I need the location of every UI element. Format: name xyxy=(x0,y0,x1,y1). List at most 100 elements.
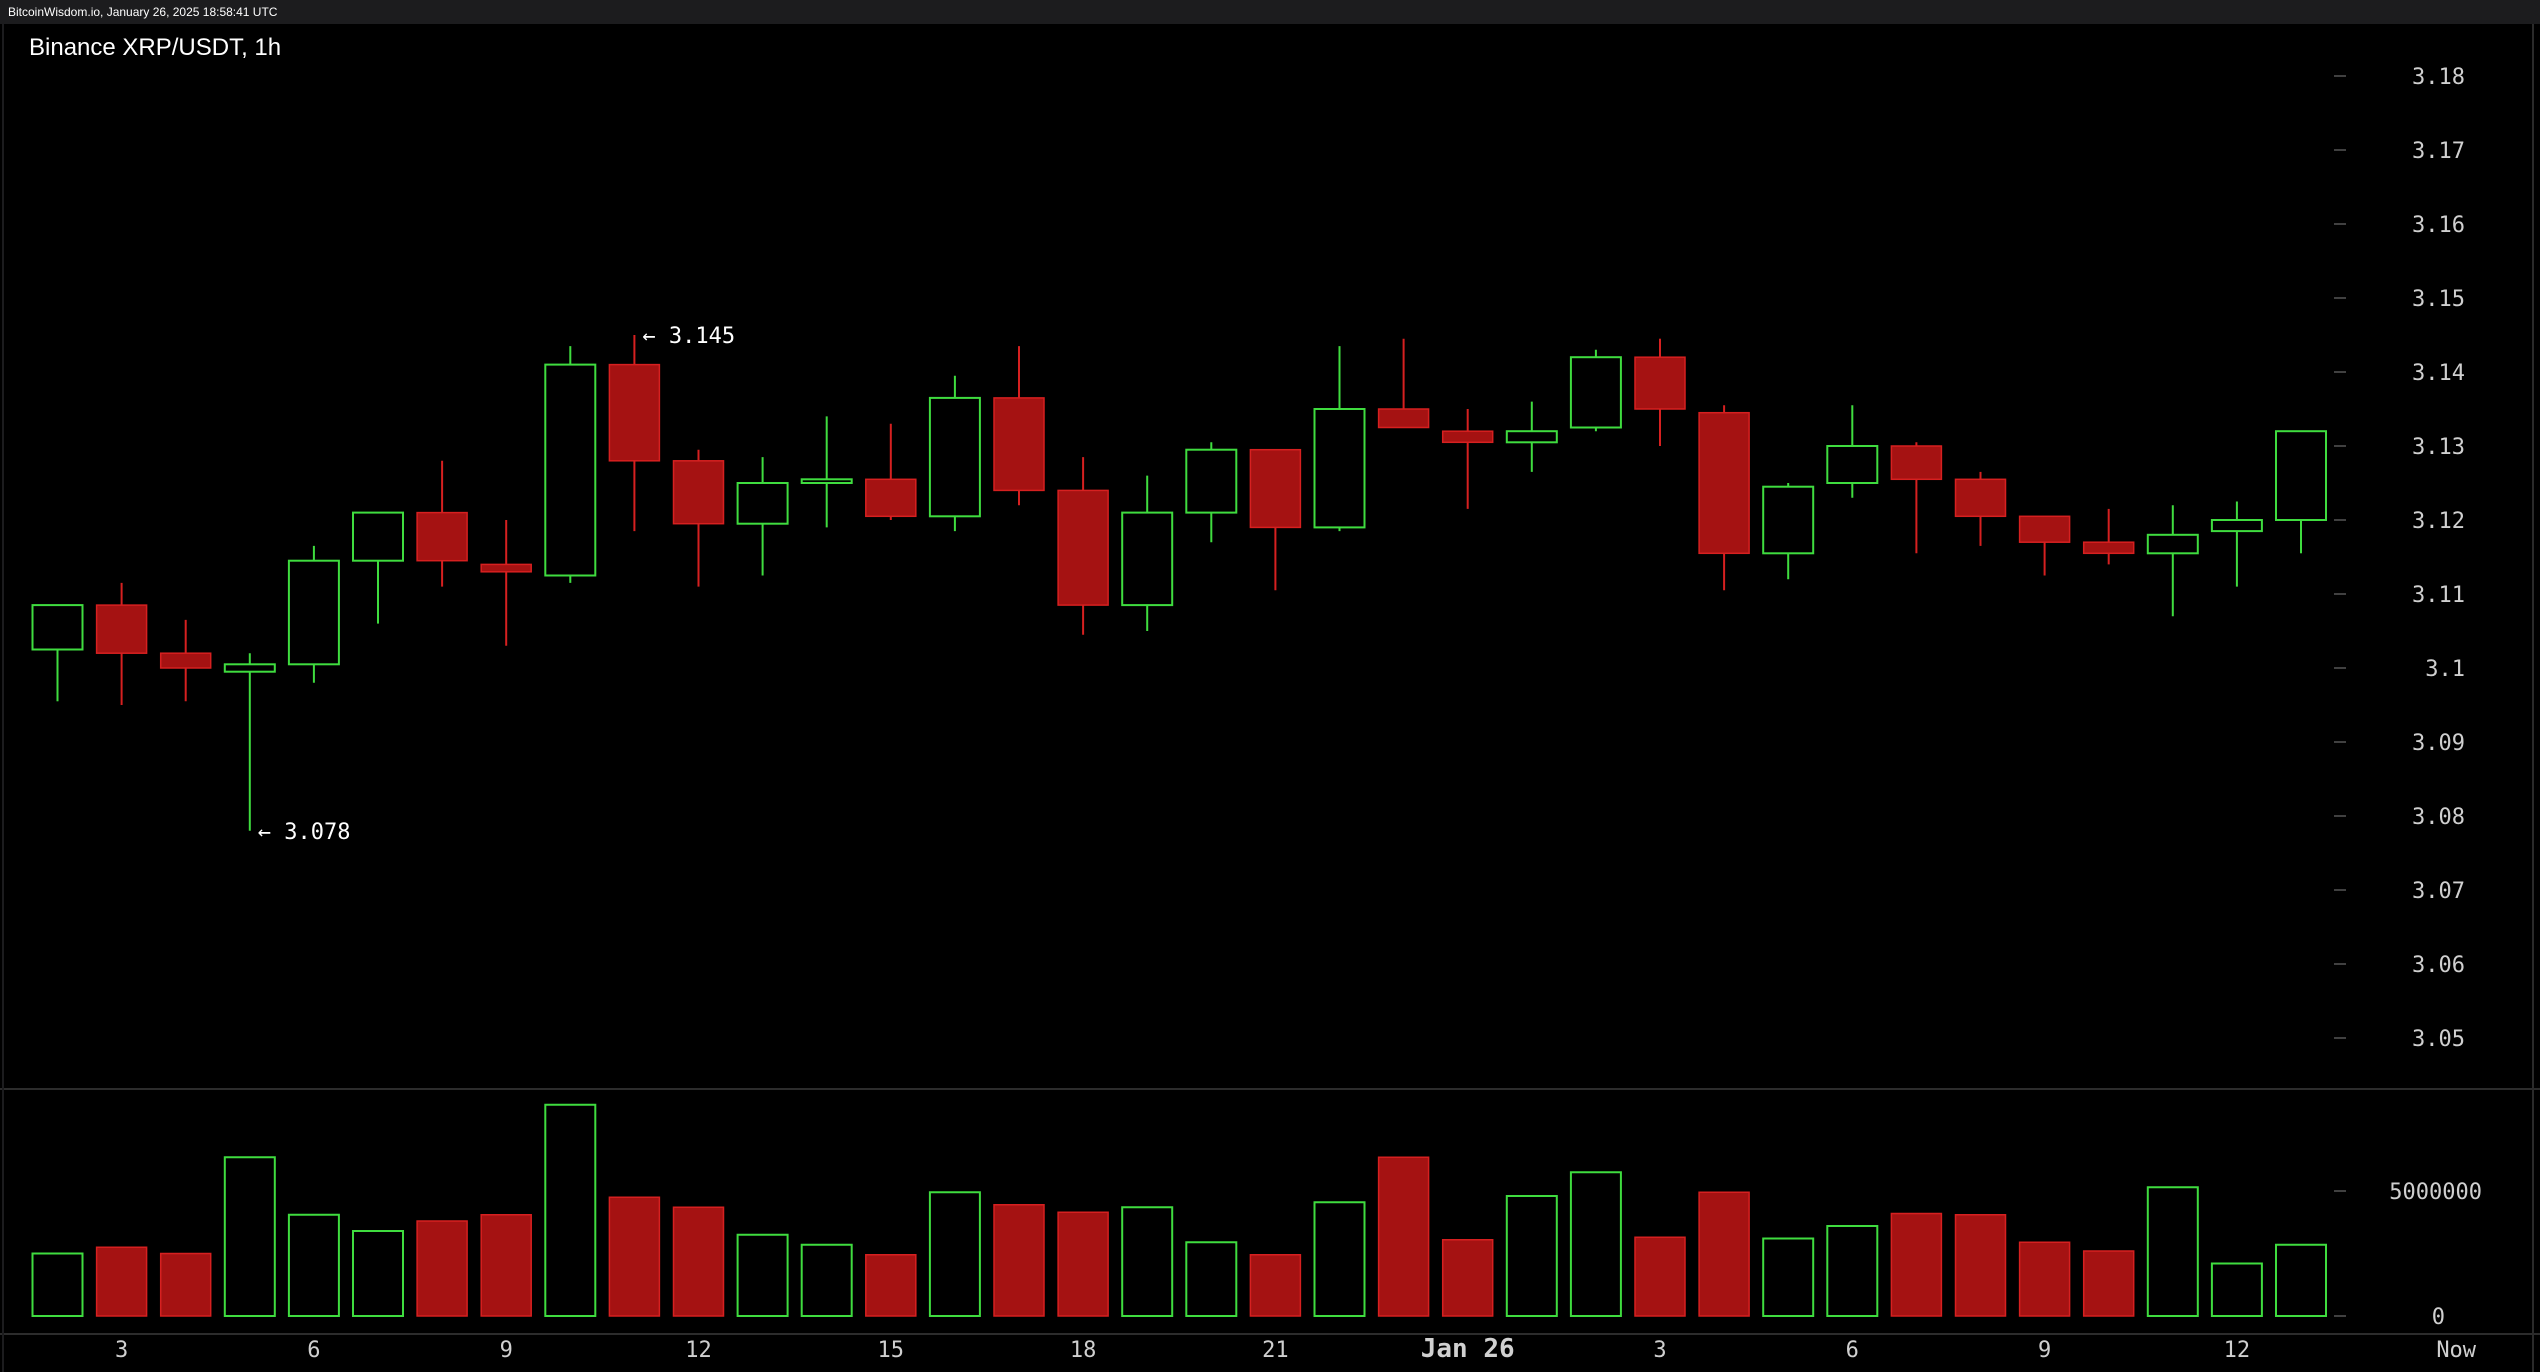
candle-body-down[interactable] xyxy=(2018,515,2071,543)
volume-bar-down[interactable] xyxy=(608,1196,661,1317)
volume-bar-up[interactable] xyxy=(1313,1201,1366,1317)
volume-tick-label: 0 xyxy=(2432,1305,2445,1330)
candle-body-down[interactable] xyxy=(2082,541,2135,555)
time-axis-label: 6 xyxy=(1846,1338,1859,1363)
candle-body-up[interactable] xyxy=(31,604,84,651)
candle-body-up[interactable] xyxy=(736,482,789,525)
candle-body-up[interactable] xyxy=(544,363,597,577)
price-tick-label: 3.08 xyxy=(2412,805,2465,830)
candle-body-down[interactable] xyxy=(1441,430,1494,444)
price-tick-label: 3.13 xyxy=(2412,435,2465,460)
volume-bar-down[interactable] xyxy=(2082,1250,2135,1317)
candle-body-down[interactable] xyxy=(1249,448,1302,529)
candle-body-up[interactable] xyxy=(1313,408,1366,529)
header-bar: BitcoinWisdom.io, January 26, 2025 18:58… xyxy=(0,0,2540,24)
candle-body-up[interactable] xyxy=(1121,511,1174,607)
volume-bar-up[interactable] xyxy=(1121,1206,1174,1317)
candle-body-up[interactable] xyxy=(800,478,853,484)
volume-bar-up[interactable] xyxy=(1762,1237,1815,1317)
candle-body-down[interactable] xyxy=(1698,411,1750,555)
volume-bar-down[interactable] xyxy=(1698,1191,1750,1317)
volume-bar-down[interactable] xyxy=(159,1252,212,1317)
time-axis-label: 3 xyxy=(115,1338,128,1363)
volume-bar-down[interactable] xyxy=(672,1206,725,1317)
time-axis-label: 9 xyxy=(2038,1338,2051,1363)
candle-body-down[interactable] xyxy=(159,652,212,669)
candle-body-down[interactable] xyxy=(1057,489,1109,606)
price-tick-label: 3.14 xyxy=(2412,361,2465,386)
volume-bar-up[interactable] xyxy=(2210,1262,2263,1317)
volume-bar-up[interactable] xyxy=(544,1103,597,1317)
candle-body-down[interactable] xyxy=(993,397,1045,492)
candle-body-up[interactable] xyxy=(352,511,404,562)
candle-body-up[interactable] xyxy=(1762,485,1815,555)
volume-bar-up[interactable] xyxy=(1185,1241,1238,1317)
volume-tick-label: 5000000 xyxy=(2389,1180,2482,1205)
volume-bar-down[interactable] xyxy=(480,1214,532,1317)
price-tick-label: 3.18 xyxy=(2412,65,2465,90)
price-tick-label: 3.07 xyxy=(2412,879,2465,904)
candle-body-down[interactable] xyxy=(608,363,661,462)
price-tick-label: 3.15 xyxy=(2412,287,2465,312)
volume-bar-up[interactable] xyxy=(1826,1225,1879,1317)
time-axis-label: 9 xyxy=(500,1338,513,1363)
candle-body-down[interactable] xyxy=(865,478,917,518)
candle-body-down[interactable] xyxy=(1377,408,1430,429)
volume-bar-down[interactable] xyxy=(1057,1211,1109,1317)
price-extreme-annotation: ← 3.145 xyxy=(642,324,735,349)
volume-bar-up[interactable] xyxy=(223,1156,276,1317)
volume-bar-down[interactable] xyxy=(2018,1241,2071,1317)
volume-bar-down[interactable] xyxy=(1249,1254,1302,1317)
volume-bar-down[interactable] xyxy=(1954,1214,2007,1317)
candle-body-up[interactable] xyxy=(2275,430,2327,522)
candle-body-up[interactable] xyxy=(1505,430,1558,444)
volume-bar-down[interactable] xyxy=(1377,1156,1430,1317)
price-tick-label: 3.06 xyxy=(2412,953,2465,978)
candle-body-down[interactable] xyxy=(1954,478,2007,518)
volume-bar-up[interactable] xyxy=(287,1213,340,1317)
candle-body-up[interactable] xyxy=(223,663,276,673)
volume-bar-down[interactable] xyxy=(1634,1236,1686,1317)
time-axis-label: Now xyxy=(2436,1338,2476,1363)
candle-body-up[interactable] xyxy=(1185,448,1238,514)
volume-bar-up[interactable] xyxy=(1569,1171,1622,1317)
volume-bar-down[interactable] xyxy=(1441,1239,1494,1317)
candle-body-down[interactable] xyxy=(416,511,468,562)
volume-bar-down[interactable] xyxy=(1890,1212,1943,1317)
candle-body-up[interactable] xyxy=(2210,519,2263,533)
volume-bar-down[interactable] xyxy=(993,1204,1045,1317)
price-tick-label: 3.1 xyxy=(2425,657,2465,682)
volume-bar-up[interactable] xyxy=(1505,1195,1558,1317)
candle-body-up[interactable] xyxy=(1569,356,1622,429)
time-axis-label: 21 xyxy=(1262,1338,1289,1363)
candle-body-down[interactable] xyxy=(95,604,148,654)
candle-body-down[interactable] xyxy=(480,563,532,573)
time-axis-label: 12 xyxy=(685,1338,712,1363)
price-tick-label: 3.17 xyxy=(2412,139,2465,164)
candle-body-up[interactable] xyxy=(928,396,981,518)
price-tick-label: 3.05 xyxy=(2412,1027,2465,1052)
volume-bar-up[interactable] xyxy=(2275,1243,2327,1317)
volume-bar-up[interactable] xyxy=(928,1191,981,1317)
candle-body-down[interactable] xyxy=(672,460,725,525)
candle-body-up[interactable] xyxy=(287,559,340,666)
volume-bar-down[interactable] xyxy=(416,1220,468,1317)
price-extreme-annotation: ← 3.078 xyxy=(258,820,351,845)
time-axis-label: 6 xyxy=(307,1338,320,1363)
candle-body-up[interactable] xyxy=(2146,533,2199,555)
candle-body-down[interactable] xyxy=(1890,445,1943,481)
time-axis-label: 3 xyxy=(1653,1338,1666,1363)
volume-bar-down[interactable] xyxy=(865,1254,917,1317)
volume-bar-up[interactable] xyxy=(2146,1186,2199,1317)
volume-bar-up[interactable] xyxy=(736,1233,789,1317)
volume-bar-down[interactable] xyxy=(95,1246,148,1317)
price-tick-label: 3.09 xyxy=(2412,731,2465,756)
candle-body-down[interactable] xyxy=(1634,356,1686,410)
time-axis-label: 15 xyxy=(878,1338,905,1363)
volume-bar-up[interactable] xyxy=(31,1252,84,1317)
volume-bar-up[interactable] xyxy=(352,1230,404,1317)
candle-body-up[interactable] xyxy=(1826,445,1879,484)
volume-bar-up[interactable] xyxy=(800,1243,853,1317)
